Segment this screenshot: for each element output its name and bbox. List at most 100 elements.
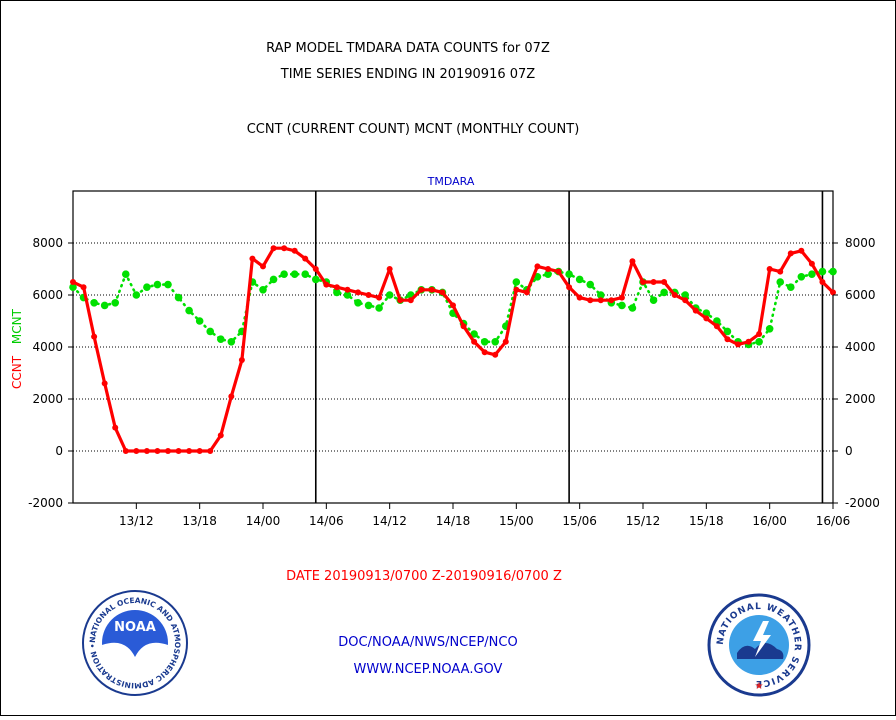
point-mcnt bbox=[375, 304, 383, 312]
point-mcnt bbox=[829, 267, 837, 276]
point-ccnt bbox=[830, 289, 836, 296]
point-ccnt bbox=[80, 284, 87, 291]
point-ccnt bbox=[766, 266, 773, 272]
point-ccnt bbox=[534, 263, 541, 270]
point-ccnt bbox=[618, 294, 625, 301]
point-ccnt bbox=[587, 297, 594, 304]
point-ccnt bbox=[460, 323, 467, 330]
point-ccnt bbox=[133, 448, 140, 454]
point-ccnt bbox=[323, 281, 330, 288]
y-tick-label-left: 6000 bbox=[32, 288, 63, 302]
point-ccnt bbox=[608, 297, 615, 304]
point-ccnt bbox=[101, 380, 108, 387]
chart-subtitle: CCNT (CURRENT COUNT) MCNT (MONTHLY COUNT… bbox=[247, 122, 580, 137]
point-mcnt bbox=[311, 275, 320, 284]
x-tick-label: 15/00 bbox=[499, 514, 534, 528]
point-mcnt bbox=[786, 283, 795, 292]
point-ccnt bbox=[228, 393, 235, 400]
point-mcnt bbox=[660, 288, 668, 297]
point-mcnt bbox=[480, 338, 489, 346]
y-tick-label-right: 2000 bbox=[845, 392, 876, 406]
point-ccnt bbox=[175, 448, 182, 454]
point-ccnt bbox=[492, 351, 499, 358]
point-mcnt bbox=[195, 317, 204, 325]
point-ccnt bbox=[207, 448, 214, 454]
footer-date-range: DATE 20190913/0700 Z-20190916/0700 Z bbox=[286, 569, 562, 584]
point-mcnt bbox=[596, 291, 605, 299]
y-tick-label-left: 4000 bbox=[32, 340, 63, 354]
point-ccnt bbox=[355, 289, 361, 296]
point-ccnt bbox=[450, 302, 456, 309]
point-ccnt bbox=[545, 266, 551, 272]
x-tick-label: 14/18 bbox=[436, 514, 471, 528]
point-ccnt bbox=[692, 307, 699, 314]
point-ccnt bbox=[217, 432, 224, 439]
y-tick-label-right: -2000 bbox=[845, 496, 880, 510]
point-ccnt bbox=[650, 279, 657, 285]
point-ccnt bbox=[165, 448, 171, 454]
point-mcnt bbox=[755, 338, 763, 346]
point-mcnt bbox=[681, 291, 690, 299]
point-ccnt bbox=[502, 338, 509, 345]
point-mcnt bbox=[111, 299, 120, 307]
y-tick-label-left: -2000 bbox=[28, 496, 63, 510]
point-mcnt bbox=[723, 327, 732, 336]
plot-label: TMDARA bbox=[427, 175, 475, 188]
point-mcnt bbox=[100, 301, 109, 310]
point-ccnt bbox=[291, 247, 298, 254]
point-mcnt bbox=[797, 273, 806, 281]
point-mcnt bbox=[628, 304, 637, 312]
ticks-layer: -2000 -2000 0 0 2000 2000 4000 4000 6000 6000 8000… bbox=[28, 236, 880, 528]
point-mcnt bbox=[470, 330, 478, 338]
point-ccnt bbox=[407, 297, 414, 304]
point-ccnt bbox=[471, 338, 478, 345]
point-mcnt bbox=[164, 280, 172, 289]
point-ccnt bbox=[386, 266, 393, 272]
point-ccnt bbox=[513, 286, 520, 293]
footer-url: WWW.NCEP.NOAA.GOV bbox=[354, 662, 503, 677]
series-line-ccnt bbox=[72, 246, 835, 453]
point-ccnt bbox=[576, 294, 583, 301]
point-ccnt bbox=[376, 294, 383, 301]
point-mcnt bbox=[586, 280, 595, 289]
lightning-icon bbox=[753, 621, 771, 657]
point-mcnt bbox=[216, 335, 225, 344]
point-ccnt bbox=[566, 284, 573, 291]
point-ccnt bbox=[787, 250, 794, 257]
point-mcnt bbox=[259, 286, 267, 294]
point-ccnt bbox=[122, 448, 129, 454]
x-tick-label: 16/00 bbox=[752, 514, 787, 528]
y-axis-label: CCNT MCNT bbox=[10, 308, 24, 389]
point-ccnt bbox=[270, 245, 277, 252]
point-mcnt bbox=[269, 275, 278, 284]
footer-agency: DOC/NOAA/NWS/NCEP/NCO bbox=[338, 635, 517, 650]
point-ccnt bbox=[819, 279, 826, 285]
point-mcnt bbox=[290, 270, 299, 279]
point-ccnt bbox=[724, 336, 731, 343]
point-ccnt bbox=[333, 284, 340, 291]
x-tick-label: 15/12 bbox=[626, 514, 661, 528]
point-mcnt bbox=[143, 283, 151, 292]
x-tick-label: 15/06 bbox=[562, 514, 597, 528]
point-mcnt bbox=[227, 338, 236, 346]
y-axis-label-ccnt: CCNT bbox=[10, 355, 24, 389]
point-mcnt bbox=[544, 270, 552, 279]
point-mcnt bbox=[565, 270, 573, 279]
chart-title-line1: RAP MODEL TMDARA DATA COUNTS for 07Z bbox=[266, 41, 550, 56]
y-tick-label-right: 6000 bbox=[845, 288, 876, 302]
point-mcnt bbox=[301, 270, 310, 279]
point-ccnt bbox=[249, 255, 256, 262]
x-tick-label: 13/12 bbox=[119, 514, 154, 528]
point-ccnt bbox=[112, 424, 119, 431]
x-tick-label: 13/18 bbox=[182, 514, 217, 528]
point-ccnt bbox=[312, 266, 319, 272]
noaa-bird-icon bbox=[102, 642, 168, 678]
point-ccnt bbox=[555, 268, 562, 275]
x-tick-label: 14/00 bbox=[246, 514, 281, 528]
point-mcnt bbox=[618, 301, 626, 310]
point-ccnt bbox=[397, 297, 404, 304]
point-ccnt bbox=[418, 286, 425, 293]
cloud-icon bbox=[737, 643, 784, 659]
nws-emblem bbox=[729, 615, 789, 675]
point-mcnt bbox=[121, 270, 130, 279]
